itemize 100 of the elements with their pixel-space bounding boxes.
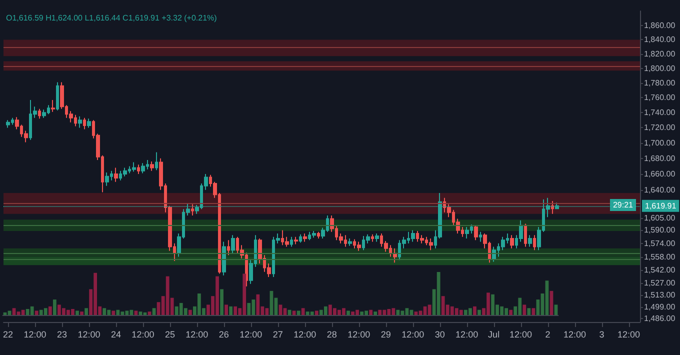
y-tick-label: 1,820.00: [644, 50, 676, 59]
candlestick: [429, 238, 433, 251]
y-tick-label: 1,499.00: [644, 302, 676, 312]
y-tick-label: 1,720.00: [644, 123, 676, 132]
y-tick-label: 1,527.00: [644, 278, 676, 288]
candlestick: [227, 240, 230, 256]
bar: [292, 310, 296, 315]
bar: [478, 310, 481, 315]
bar: [152, 308, 156, 315]
candlestick: [312, 230, 316, 238]
x-tick-label: 12:00: [456, 330, 478, 340]
candlestick: [6, 120, 10, 128]
candlestick: [393, 248, 397, 264]
x-tick-label: 12:00: [132, 330, 154, 340]
annotation: O1,616.59 H1,624.00 L1,616.44 C1,619.91 +3.32 (+0.21%): [6, 14, 218, 22]
bar: [52, 300, 56, 315]
candlestick: [528, 234, 532, 248]
candlestick: [56, 82, 59, 111]
x-tick-label: 12:00: [348, 330, 370, 340]
bar: [459, 310, 463, 315]
bar: [473, 306, 476, 315]
bar: [532, 308, 536, 315]
candlestick: [479, 231, 482, 242]
x-tick-label: 3: [599, 330, 604, 340]
bar: [84, 308, 88, 315]
bar: [396, 310, 400, 315]
candlestick: [155, 152, 158, 171]
bar: [234, 306, 238, 315]
bar: [76, 310, 79, 315]
x-tick-label: 23: [56, 330, 67, 340]
x-tick-label: 12:00: [294, 330, 316, 340]
candlestick: [42, 109, 46, 118]
bar: [314, 310, 318, 315]
x-tick-label: 24: [110, 330, 121, 340]
candlestick: [551, 200, 554, 214]
x-tick-label: 26: [218, 330, 229, 340]
ref-line-label: 1,619.91: [645, 201, 677, 210]
bar: [324, 306, 328, 315]
bar: [48, 306, 52, 315]
x-tick-label: 22: [3, 330, 14, 340]
y-tick-label: 1,660.00: [644, 170, 676, 179]
candlestick: [474, 224, 478, 241]
candlestick: [231, 234, 235, 254]
candlestick: [294, 236, 298, 245]
bar: [80, 312, 84, 315]
candlestick: [524, 223, 527, 248]
candlestick: [357, 241, 361, 252]
x-tick-label: 12:00: [564, 330, 586, 340]
y-tick-label: 1,680.00: [644, 154, 676, 163]
candlestick: [299, 234, 302, 244]
x-tick-label: 12:00: [617, 330, 640, 340]
candlestick: [191, 204, 194, 216]
candlestick: [87, 118, 91, 128]
candlestick: [105, 172, 109, 186]
bar: [44, 308, 48, 315]
x-tick-label: 12:00: [186, 330, 208, 340]
bar: [224, 304, 228, 315]
bar: [34, 310, 38, 315]
candlestick: [492, 246, 496, 262]
bar: [418, 310, 422, 315]
candlestick: [150, 161, 154, 172]
bar: [256, 294, 260, 315]
bar: [527, 308, 531, 315]
bar: [188, 310, 192, 315]
y-tick-label: 1,574.00: [644, 238, 676, 248]
candlestick: [510, 234, 514, 249]
bar: [283, 308, 287, 315]
candlestick: [317, 231, 320, 239]
candlestick: [51, 99, 55, 112]
bar: [374, 312, 378, 315]
y-tick-label: 1,513.00: [644, 290, 676, 300]
bar: [509, 310, 513, 315]
bar: [278, 304, 282, 315]
candlestick: [375, 233, 379, 242]
x-tick-label: 30: [434, 330, 445, 340]
bar: [405, 308, 409, 315]
y-tick-label: 1,800.00: [644, 64, 676, 73]
bar: [436, 272, 440, 315]
x-tick-label: 27: [272, 330, 283, 340]
bar: [12, 308, 16, 315]
bar: [310, 312, 314, 315]
y-tick-label: 1,486.00: [644, 314, 676, 323]
x-tick-label: 12:00: [78, 330, 100, 340]
candlestick: [420, 234, 424, 244]
bar: [522, 304, 526, 315]
bar: [112, 310, 116, 315]
candlestick: [465, 226, 469, 239]
bar: [30, 306, 34, 315]
y-tick-label: 1,542.00: [644, 266, 676, 275]
annotation: 29:21: [612, 200, 634, 210]
candlestick: [78, 116, 82, 128]
y-tick-label: 1,840.00: [644, 35, 676, 44]
bar: [554, 304, 558, 315]
bar: [301, 308, 305, 315]
x-tick-label: 12:00: [510, 330, 532, 340]
candlestick: [38, 108, 41, 120]
y-tick-label: 1,590.00: [644, 226, 676, 235]
candlestick: [137, 164, 140, 175]
candlestick: [371, 234, 374, 242]
bar: [102, 308, 106, 315]
